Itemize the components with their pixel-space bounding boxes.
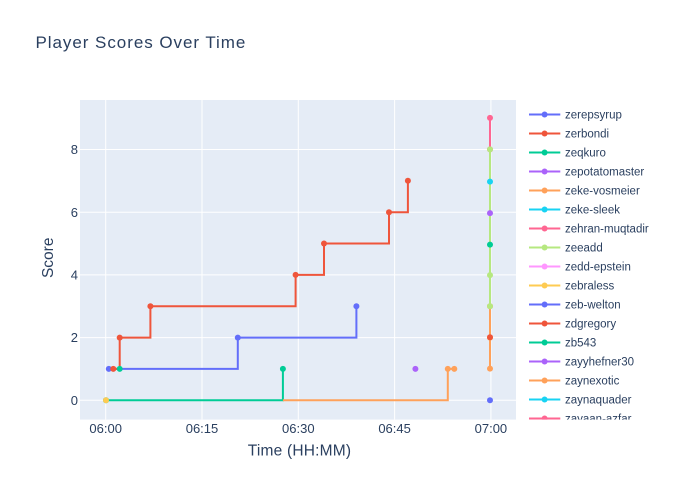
svg-text:zerbondi: zerbondi (565, 129, 609, 141)
svg-text:4: 4 (71, 268, 78, 283)
svg-text:06:15: 06:15 (186, 421, 219, 436)
svg-text:zerepsyrup: zerepsyrup (565, 110, 622, 122)
svg-text:zeeadd: zeeadd (565, 243, 603, 255)
svg-text:Player Scores Over Time: Player Scores Over Time (36, 33, 247, 52)
svg-text:06:45: 06:45 (378, 421, 411, 436)
svg-text:zeb-welton: zeb-welton (565, 300, 621, 312)
svg-text:zeqkuro: zeqkuro (565, 148, 606, 160)
svg-text:zepotatomaster: zepotatomaster (565, 167, 644, 179)
svg-text:zedd-epstein: zedd-epstein (565, 262, 631, 274)
svg-text:2: 2 (71, 330, 78, 345)
svg-text:zebraless: zebraless (565, 281, 614, 293)
svg-text:Score: Score (40, 238, 57, 279)
svg-text:6: 6 (71, 205, 78, 220)
svg-text:zdgregory: zdgregory (565, 319, 616, 331)
svg-text:zehran-muqtadir: zehran-muqtadir (565, 224, 649, 236)
svg-text:0: 0 (71, 393, 78, 408)
svg-text:zayyhefner30: zayyhefner30 (565, 357, 634, 369)
svg-text:06:00: 06:00 (89, 421, 122, 436)
svg-text:06:30: 06:30 (282, 421, 315, 436)
svg-text:zeke-sleek: zeke-sleek (565, 205, 620, 217)
svg-text:zaynaquader: zaynaquader (565, 395, 632, 407)
svg-text:zaynexotic: zaynexotic (565, 376, 620, 388)
svg-text:8: 8 (71, 142, 78, 157)
svg-text:zayaan-azfar: zayaan-azfar (565, 414, 632, 426)
svg-text:zeke-vosmeier: zeke-vosmeier (565, 186, 640, 198)
svg-text:zb543: zb543 (565, 338, 596, 350)
svg-text:Time (HH:MM): Time (HH:MM) (248, 442, 351, 459)
svg-text:07:00: 07:00 (475, 421, 508, 436)
